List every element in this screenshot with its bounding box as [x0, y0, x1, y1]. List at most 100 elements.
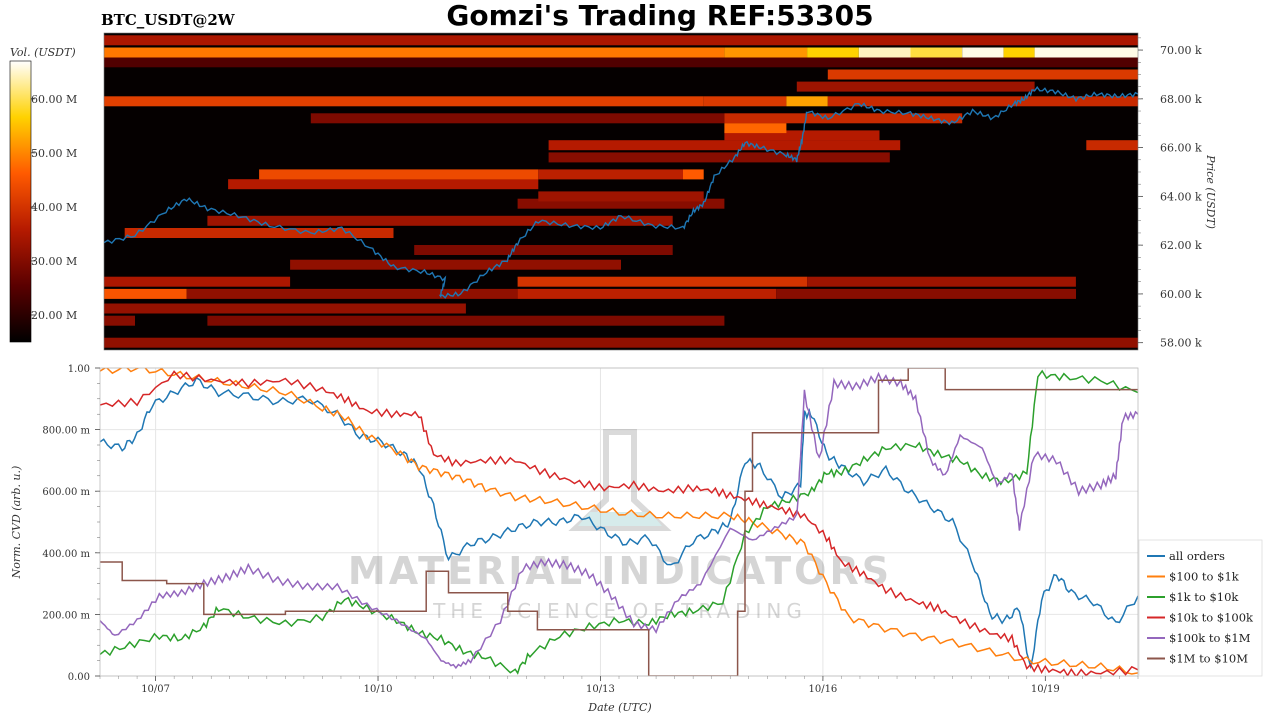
cvd-x-tick-label: 10/19 [1031, 684, 1060, 695]
liquidity-band [207, 215, 673, 226]
liquidity-band [538, 191, 704, 202]
liquidity-band [796, 81, 1035, 92]
cvd-y-tick-label: 400.00 m [42, 549, 90, 560]
liquidity-band [290, 259, 621, 270]
cvd-y-tick-label: 600.00 m [42, 487, 90, 498]
liquidity-band [104, 315, 135, 326]
liquidity-band [807, 47, 859, 58]
cvd-y-axis-label: Norm. CVD (arb. u.) [10, 466, 23, 580]
legend-label: $100 to $1k [1169, 570, 1240, 584]
legend-label: $1M to $10M [1169, 652, 1248, 666]
cvd-y-tick-label: 1.00 [68, 364, 90, 375]
liquidity-band [104, 337, 1138, 348]
price-tick-label: 66.00 k [1160, 142, 1202, 155]
cvd-series-line [100, 368, 1138, 675]
price-tick-label: 62.00 k [1160, 239, 1202, 252]
liquidity-band [1034, 47, 1138, 58]
price-tick-label: 60.00 k [1160, 288, 1202, 301]
liquidity-band [259, 169, 539, 180]
liquidity-band [910, 47, 963, 58]
liquidity-band [228, 179, 539, 190]
liquidity-band [962, 47, 1004, 58]
legend: all orders $100 to $1k $1k to $10k $10k to … [1138, 539, 1263, 677]
colorbar-tick-label: 30.00 M [31, 255, 77, 268]
liquidity-band [724, 123, 787, 134]
cvd-series-line [100, 369, 1138, 675]
chart-title: Gomzi's Trading REF:53305 [446, 0, 873, 32]
liquidity-band [104, 35, 1138, 46]
legend-box [1138, 539, 1263, 677]
cvd-x-axis: 10/07 10/10 10/13 10/16 10/19 [99, 676, 1139, 695]
liquidity-band [104, 303, 466, 314]
liquidity-band [827, 96, 1138, 107]
liquidity-band [538, 169, 684, 180]
price-tick-label: 58.00 k [1160, 337, 1202, 350]
liquidity-band [186, 288, 518, 299]
cvd-x-tick-label: 10/13 [586, 684, 615, 695]
liquidity-band [548, 152, 890, 163]
liquidity-band [703, 96, 787, 107]
colorbar-tick-label: 40.00 M [31, 201, 77, 214]
cvd-y-tick-label: 800.00 m [42, 426, 90, 437]
cvd-y-tick-label: 0.00 [68, 672, 90, 683]
cvd-x-axis-label: Date (UTC) [587, 701, 651, 714]
liquidity-bands [104, 35, 1138, 348]
liquidity-band [310, 113, 725, 124]
cvd-series [100, 368, 1138, 676]
liquidity-band [786, 96, 828, 107]
cvd-x-tick-label: 10/16 [808, 684, 837, 695]
price-tick-label: 70.00 k [1160, 44, 1202, 57]
cvd-x-tick-label: 10/10 [364, 684, 393, 695]
cvd-series-line [100, 368, 1138, 676]
liquidity-band [104, 288, 187, 299]
liquidity-band [776, 288, 1076, 299]
cvd-y-axis: 0.00 200.00 m 400.00 m 600.00 m 800.00 m 1.00 [42, 364, 100, 683]
flask-icon [568, 429, 672, 531]
colorbar-label: Vol. (USDT) [10, 46, 76, 59]
legend-items: all orders $100 to $1k $1k to $10k $10k to … [1147, 549, 1254, 666]
colorbar-tick-label: 20.00 M [31, 309, 77, 322]
colorbar-tick-label: 60.00 M [31, 93, 77, 106]
colorbar-ticks: 20.00 M 30.00 M 40.00 M 50.00 M 60.00 M [31, 93, 77, 322]
legend-label: $10k to $100k [1169, 611, 1254, 625]
liquidity-band [807, 276, 1076, 287]
liquidity-band [683, 169, 704, 180]
liquidity-band [517, 198, 725, 209]
cvd-series-line [100, 371, 1138, 670]
liquidity-band [207, 315, 725, 326]
liquidity-band [1086, 140, 1138, 151]
legend-label: all orders [1169, 549, 1225, 563]
flask-liquid-icon [578, 512, 662, 526]
cvd-series-line [100, 370, 1138, 676]
liquidity-band [124, 228, 394, 238]
liquidity-band [517, 276, 808, 287]
legend-label: $100k to $1M [1169, 631, 1251, 645]
price-axis-label: Price (USDT) [1204, 154, 1217, 229]
cvd-series-line [100, 376, 1138, 670]
liquidity-band [858, 47, 911, 58]
cvd-y-tick-label: 200.00 m [42, 610, 90, 621]
liquidity-band [724, 47, 808, 58]
price-line [104, 86, 1138, 299]
watermark-line2: THE SCIENCE OF TRADING [432, 599, 807, 623]
liquidity-band [1003, 47, 1035, 58]
liquidity-band [104, 96, 704, 107]
liquidity-band [724, 113, 963, 124]
legend-label: $1k to $10k [1169, 590, 1239, 604]
cvd-plot-area [100, 368, 1138, 676]
price-tick-label: 68.00 k [1160, 93, 1202, 106]
colorbar [9, 60, 32, 343]
liquidity-band [548, 140, 901, 151]
liquidity-band [414, 245, 673, 255]
heatmap-panel [104, 33, 1138, 350]
pair-label: BTC_USDT@2W [101, 11, 236, 29]
liquidity-band [104, 57, 1138, 68]
liquidity-band [104, 47, 725, 58]
liquidity-band [104, 276, 291, 287]
price-axis: 58.00 k 60.00 k 62.00 k 64.00 k 66.00 k 68.00… [1138, 37, 1202, 350]
liquidity-band [517, 288, 777, 299]
liquidity-band [827, 69, 1138, 80]
price-tick-label: 64.00 k [1160, 190, 1202, 203]
cvd-x-tick-label: 10/07 [141, 684, 170, 695]
